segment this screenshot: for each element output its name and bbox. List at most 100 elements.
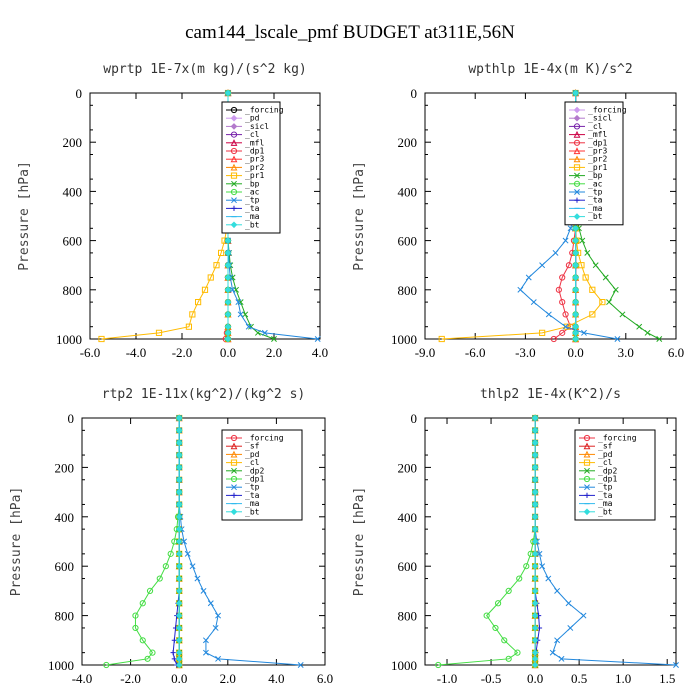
- legend-swatch-marker: [583, 475, 591, 483]
- data-point: [218, 249, 225, 257]
- data-point: [531, 414, 539, 422]
- x-tick-label: -4.0: [126, 345, 147, 360]
- legend-label: _forcing: [588, 106, 627, 115]
- legend-swatch-marker: [231, 180, 237, 187]
- data-point: [562, 237, 569, 244]
- legend-label: _bp: [588, 171, 603, 180]
- data-point: [224, 286, 232, 294]
- legend-swatch-marker: [583, 434, 591, 442]
- data-point: [224, 261, 232, 269]
- data-point: [175, 655, 183, 663]
- data-point: [98, 335, 105, 343]
- y-tick-label: 600: [398, 234, 418, 249]
- data-point: [175, 525, 183, 533]
- legend-label: _bp: [245, 179, 260, 188]
- data-point: [224, 89, 232, 97]
- y-tick-label: 600: [398, 559, 418, 574]
- data-point: [572, 261, 579, 269]
- legend-swatch-marker: [573, 155, 581, 163]
- legend-label: _pr1: [588, 163, 607, 172]
- data-point: [185, 323, 193, 330]
- legend-label: _forcing: [245, 106, 284, 115]
- y-tick-label: 1000: [391, 658, 417, 673]
- data-point: [554, 637, 561, 644]
- y-axis-label: Pressure [hPa]: [352, 161, 367, 271]
- legend-swatch-marker: [230, 131, 238, 138]
- x-tick-label: -4.0: [72, 671, 93, 686]
- data-point: [539, 329, 546, 336]
- legend-label: _bt: [245, 220, 260, 229]
- data-point: [175, 624, 183, 632]
- legend-swatch-marker: [231, 197, 237, 204]
- data-point: [492, 624, 499, 632]
- data-point: [184, 550, 191, 557]
- data-point: [517, 286, 524, 293]
- y-tick-label: 200: [398, 135, 418, 150]
- data-point: [531, 439, 539, 447]
- data-point: [314, 336, 321, 342]
- y-tick-label: 800: [55, 609, 75, 624]
- data-point: [175, 562, 183, 570]
- legend-label: _bt: [245, 507, 260, 516]
- data-point: [606, 299, 613, 306]
- y-tick-label: 0: [411, 86, 418, 101]
- legend-label: _pr2: [588, 155, 607, 164]
- legend-swatch-marker: [230, 188, 238, 196]
- x-tick-label: -3.0: [515, 345, 536, 360]
- data-point: [562, 323, 569, 330]
- legend-swatch-marker: [584, 492, 590, 498]
- y-tick-label: 800: [398, 609, 418, 624]
- data-point: [175, 636, 183, 644]
- data-point: [215, 655, 222, 662]
- data-point: [132, 612, 139, 619]
- data-point: [242, 311, 249, 318]
- data-point: [559, 329, 566, 336]
- data-point: [175, 439, 183, 447]
- data-point: [194, 575, 201, 582]
- data-point: [531, 562, 539, 570]
- data-point: [549, 649, 556, 656]
- y-tick-label: 0: [76, 86, 83, 101]
- plot-frame: [424, 92, 677, 340]
- data-point: [572, 249, 579, 257]
- legend-label: _pr3: [588, 147, 607, 156]
- legend-box: [564, 101, 624, 226]
- y-tick-label: 200: [398, 460, 418, 475]
- legend-swatch-marker: [230, 163, 238, 171]
- data-point: [523, 563, 530, 570]
- data-point: [202, 637, 209, 644]
- legend-swatch-marker: [583, 459, 591, 466]
- data-point: [438, 335, 445, 343]
- x-tick-label: 6.0: [668, 345, 684, 360]
- data-point: [636, 323, 643, 330]
- legend-swatch-marker: [573, 180, 581, 187]
- x-tick-label: -2.0: [172, 345, 193, 360]
- legend-label: _ac: [245, 188, 260, 197]
- data-point: [175, 550, 183, 558]
- y-tick-label: 400: [63, 184, 83, 199]
- data-point: [531, 612, 539, 619]
- legend-label: _ac: [588, 179, 603, 188]
- data-point: [224, 323, 232, 331]
- data-point: [572, 298, 579, 306]
- data-point: [175, 513, 183, 521]
- data-point: [175, 501, 183, 508]
- y-tick-label: 1000: [56, 332, 82, 347]
- legend-swatch-marker: [231, 484, 237, 491]
- data-point: [531, 575, 539, 582]
- data-point: [505, 655, 512, 662]
- series-bt: [175, 414, 183, 669]
- legend-swatch-marker: [573, 213, 581, 220]
- data-point: [531, 624, 539, 632]
- panel-2: wpthlp 1E-4x(m K)/s^2 Pressure [hPa] 0 200 4…: [352, 62, 684, 360]
- data-point: [224, 249, 232, 257]
- legend-label: _dp1: [245, 475, 264, 484]
- data-point: [531, 550, 539, 558]
- plot-frame: [424, 417, 677, 666]
- series-pr1: [98, 89, 232, 343]
- x-tick-label: 1.0: [615, 671, 631, 686]
- y-tick-label: 1000: [48, 658, 74, 673]
- data-point: [539, 563, 546, 570]
- data-point: [536, 550, 543, 557]
- data-point: [514, 649, 521, 656]
